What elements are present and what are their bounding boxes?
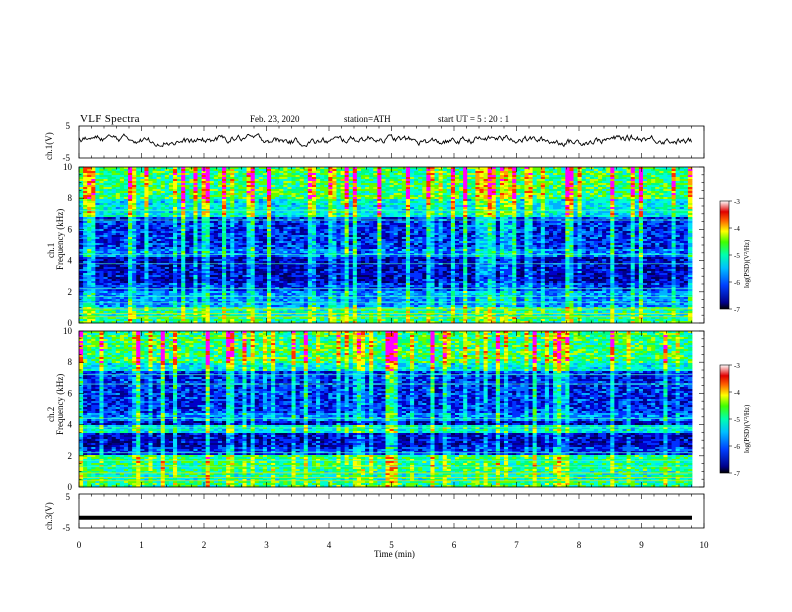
ch1-waveform-line <box>79 134 692 147</box>
ch1-waveform-panel <box>79 134 692 147</box>
ch1-spectrogram <box>79 167 692 323</box>
